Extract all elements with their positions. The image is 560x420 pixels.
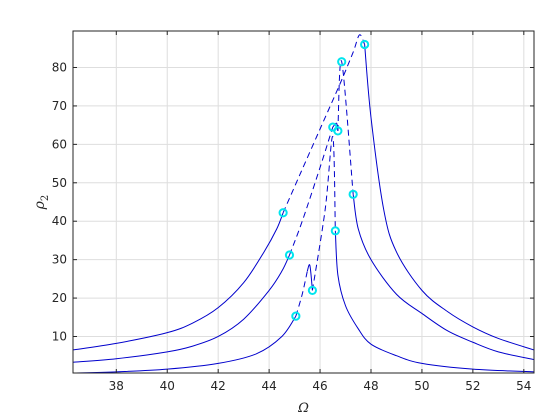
- bifurcation-point-marker: [330, 226, 340, 236]
- curve-2-stable-branch: [352, 194, 534, 361]
- x-ticks: 38 40 42 44 46 48 50 52 54: [109, 31, 531, 393]
- y-tick-label: 50: [52, 176, 67, 190]
- bifurcation-point-marker: [348, 189, 358, 199]
- bifurcation-point-marker: [360, 39, 370, 50]
- x-tick-label: 52: [465, 379, 480, 393]
- x-tick-label: 40: [160, 379, 175, 393]
- axes-box: [72, 30, 535, 374]
- curve-2-unstable-branch: [337, 60, 354, 195]
- curve-2-unstable-branch: [289, 126, 334, 256]
- curve-1-unstable-branch: [282, 34, 366, 213]
- curve-2-stable-branch: [73, 254, 290, 363]
- y-axis-label-subscript: 2: [40, 195, 51, 201]
- y-axis-label-main: ρ: [32, 200, 48, 210]
- bifurcation-point-marker: [307, 285, 318, 295]
- grid: [73, 31, 534, 373]
- y-tick-label: 80: [52, 61, 67, 75]
- x-tick-label: 44: [261, 379, 276, 393]
- x-axis-label: Ω: [297, 401, 309, 416]
- curve-1-stable-branch: [364, 44, 534, 351]
- curve-1-stable-branch: [73, 212, 284, 351]
- bifurcation-point-marker: [291, 311, 301, 321]
- y-axis-label: ρ2: [32, 195, 51, 211]
- x-tick-label: 46: [312, 379, 327, 393]
- x-tick-label: 50: [414, 379, 429, 393]
- bifurcation-point-marker: [284, 250, 295, 260]
- y-ticks: 10 20 30 40 50 60 70 80: [52, 61, 534, 343]
- bifurcation-point-marker: [278, 208, 288, 218]
- x-tick-label: 48: [363, 379, 378, 393]
- y-tick-label: 70: [52, 99, 67, 113]
- curve-3-stable-branch: [334, 230, 534, 373]
- y-tick-label: 20: [52, 291, 67, 305]
- x-tick-label: 42: [211, 379, 226, 393]
- x-tick-label: 54: [516, 379, 531, 393]
- y-tick-label: 60: [52, 137, 67, 151]
- x-tick-label: 38: [109, 379, 124, 393]
- y-tick-label: 40: [52, 214, 67, 228]
- curve-3-stable-branch: [306, 264, 313, 291]
- bifurcation-point-marker: [333, 126, 343, 136]
- y-tick-label: 10: [52, 329, 67, 343]
- curve-3-unstable-branch: [295, 271, 308, 317]
- curve-3-unstable-branch: [311, 136, 336, 291]
- y-tick-label: 30: [52, 253, 67, 267]
- markers: [278, 39, 370, 321]
- bifurcation-point-marker: [337, 57, 347, 67]
- curves: [73, 34, 534, 373]
